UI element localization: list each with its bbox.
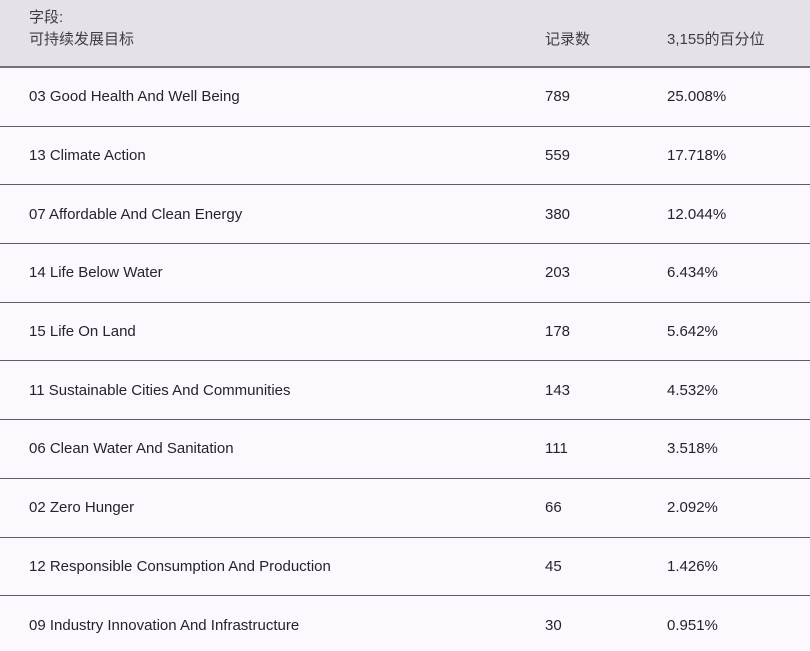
table-row[interactable]: 13 Climate Action 559 17.718% <box>0 126 810 186</box>
row-category-label: 12 Responsible Consumption And Productio… <box>29 557 331 575</box>
column-header-percentile: 3,155的百分位 <box>667 31 765 48</box>
row-category-label: 02 Zero Hunger <box>29 499 135 517</box>
field-name: 可持续发展目标 <box>29 31 135 48</box>
row-category-label: 15 Life On Land <box>29 323 136 341</box>
row-record-count: 111 <box>545 440 568 458</box>
table-row[interactable]: 15 Life On Land 178 5.642% <box>0 302 810 362</box>
row-percentile: 17.718% <box>667 147 727 165</box>
row-percentile: 2.092% <box>667 499 718 517</box>
row-percentile: 25.008% <box>667 88 727 106</box>
field-header-cell: 字段: 可持续发展目标 <box>0 7 545 51</box>
field-label: 字段: <box>29 9 64 26</box>
row-percentile: 5.642% <box>667 323 718 341</box>
table-row[interactable]: 07 Affordable And Clean Energy 380 12.04… <box>0 185 810 245</box>
row-percentile: 6.434% <box>667 264 718 282</box>
table-row[interactable]: 12 Responsible Consumption And Productio… <box>0 537 810 597</box>
row-record-count: 203 <box>545 264 571 282</box>
row-record-count: 45 <box>545 557 562 575</box>
row-category-label: 13 Climate Action <box>29 147 146 165</box>
row-category-label: 09 Industry Innovation And Infrastructur… <box>29 616 300 634</box>
row-percentile: 1.426% <box>667 557 718 575</box>
row-category-label: 14 Life Below Water <box>29 264 163 282</box>
column-header-count: 记录数 <box>545 31 591 48</box>
row-record-count: 789 <box>545 88 571 106</box>
row-category-label: 11 Sustainable Cities And Communities <box>29 381 291 399</box>
table-header: 字段: 可持续发展目标 记录数 3,155的百分位 <box>0 0 810 68</box>
row-percentile: 0.951% <box>667 616 718 634</box>
row-category-label: 03 Good Health And Well Being <box>29 88 240 106</box>
row-percentile: 3.518% <box>667 440 718 458</box>
table-row[interactable]: 09 Industry Innovation And Infrastructur… <box>0 596 810 651</box>
table-body: 03 Good Health And Well Being 789 25.008… <box>0 68 810 651</box>
row-record-count: 178 <box>545 323 571 341</box>
table-row[interactable]: 14 Life Below Water 203 6.434% <box>0 244 810 303</box>
row-record-count: 559 <box>545 147 571 165</box>
row-record-count: 143 <box>545 381 571 399</box>
row-percentile: 4.532% <box>667 381 718 399</box>
row-record-count: 380 <box>545 205 571 223</box>
row-record-count: 66 <box>545 499 562 517</box>
row-percentile: 12.044% <box>667 205 727 223</box>
table-row[interactable]: 02 Zero Hunger 66 2.092% <box>0 478 810 538</box>
row-category-label: 06 Clean Water And Sanitation <box>29 440 234 458</box>
table-row[interactable]: 06 Clean Water And Sanitation 111 3.518% <box>0 420 810 479</box>
table-row[interactable]: 03 Good Health And Well Being 789 25.008… <box>0 68 810 127</box>
row-category-label: 07 Affordable And Clean Energy <box>29 205 243 223</box>
row-record-count: 30 <box>545 616 562 634</box>
table-row[interactable]: 11 Sustainable Cities And Communities 14… <box>0 361 810 421</box>
